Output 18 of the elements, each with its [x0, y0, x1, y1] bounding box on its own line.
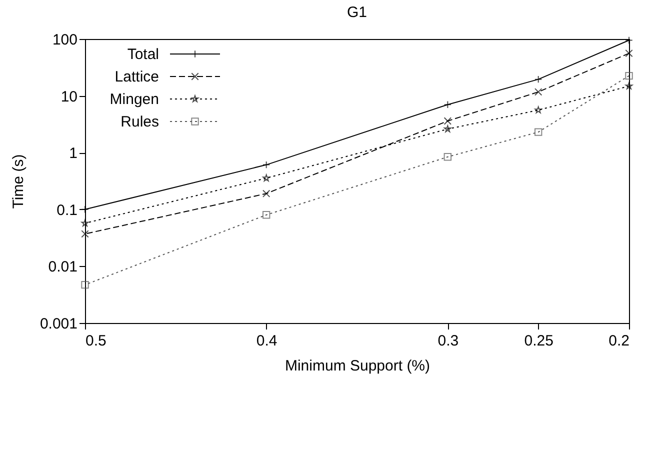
legend-label: Total	[127, 46, 159, 63]
legend-label: Rules	[120, 114, 159, 130]
y-tick-label: 10	[60, 88, 78, 106]
x-tick-label: 0.5	[86, 332, 106, 350]
y-tick-label: 0.01	[48, 258, 78, 276]
legend-label: Mingen	[110, 91, 159, 108]
x-tick-label: 0.2	[608, 332, 630, 350]
y-axis-title: Time (s)	[10, 154, 27, 209]
x-tick-label: 0.3	[438, 332, 459, 350]
y-tick-label: 0.001	[40, 316, 78, 332]
x-tick-label: 0.25	[524, 332, 554, 350]
y-tick-label: 1	[69, 145, 78, 162]
x-tick-label: 0.4	[256, 332, 278, 350]
y-tick-label: 0.1	[56, 202, 78, 219]
chart-title: G1	[346, 4, 368, 21]
x-axis-title: Minimum Support (%)	[284, 358, 430, 374]
legend-label: Lattice	[114, 68, 159, 86]
y-tick-label: 100	[52, 32, 78, 48]
